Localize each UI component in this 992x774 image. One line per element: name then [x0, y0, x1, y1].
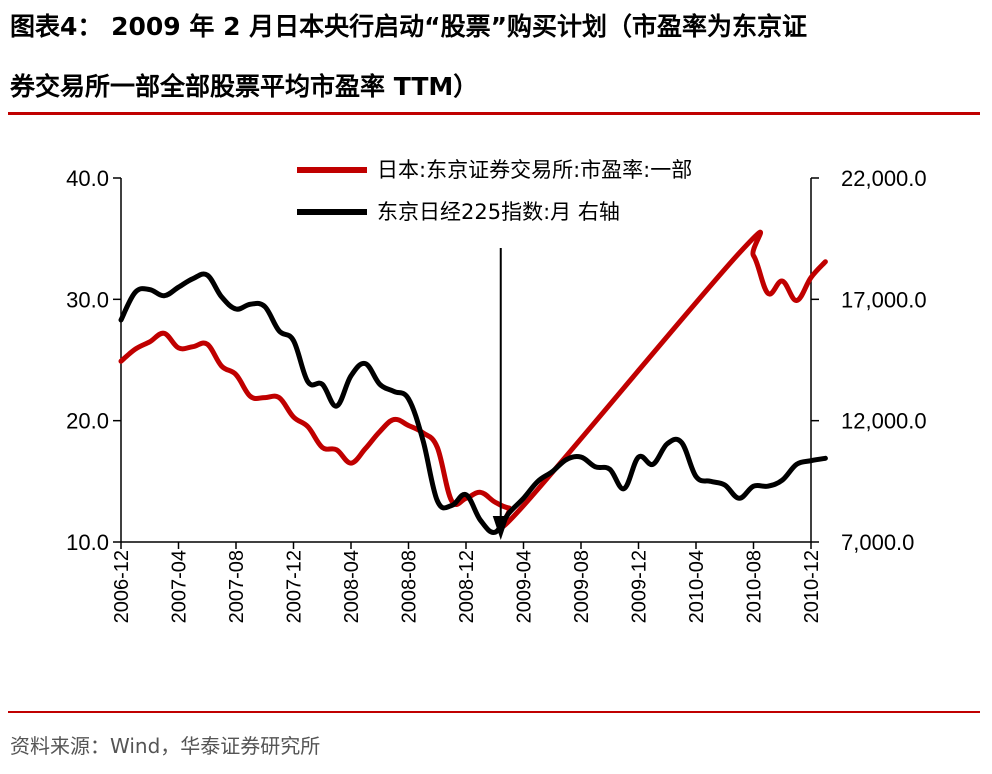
legend-label-nikkei: 东京日经225指数:月 右轴: [377, 200, 620, 224]
legend-label-pe: 日本:东京证券交易所:市盈率:一部: [377, 158, 692, 182]
y-left-tick-label: 10.0: [66, 530, 109, 555]
x-tick-label: 2010-04: [686, 550, 708, 623]
y-left-tick-label: 30.0: [66, 287, 109, 312]
footer-divider: [8, 711, 980, 713]
chart-title-line-1: 图表4： 2009 年 2 月日本央行启动“股票”购买计划（市盈率为东京证: [10, 12, 808, 41]
header-divider: [8, 112, 980, 115]
chart-series: [118, 229, 828, 535]
x-tick-label: 2010-08: [744, 550, 766, 623]
x-tick-label: 2009-04: [514, 550, 536, 623]
x-tick-label: 2007-08: [226, 550, 248, 623]
y-right-tick-label: 12,000.0: [841, 409, 927, 434]
x-tick-label: 2009-08: [571, 550, 593, 623]
chart-annotation: [492, 248, 509, 540]
x-tick-label: 2008-12: [456, 550, 478, 623]
x-tick-label: 2007-04: [169, 550, 191, 623]
y-right-tick-label: 7,000.0: [841, 530, 914, 555]
chart-title-line-2: 券交易所一部全部股票平均市盈率 TTM）: [10, 72, 479, 101]
x-tick-label: 2008-04: [341, 550, 363, 623]
y-right-tick-label: 17,000.0: [841, 287, 927, 312]
chart-legend: 日本:东京证券交易所:市盈率:一部 东京日经225指数:月 右轴: [297, 158, 692, 224]
x-tick-label: 2006-12: [111, 550, 133, 623]
x-tick-label: 2008-08: [399, 550, 421, 623]
x-tick-label: 2010-12: [801, 550, 823, 623]
x-tick-label: 2009-12: [629, 550, 651, 623]
y-left-tick-label: 20.0: [66, 409, 109, 434]
series-line-pe: [118, 229, 828, 530]
chart-axes: [120, 178, 812, 543]
chart-canvas: 10.0 20.0 30.0 40.0 7,000.0 12,000.0 17,000.0 2…: [66, 158, 926, 623]
series-line-nikkei: [118, 271, 828, 535]
annotation-arrow-head: [492, 516, 509, 540]
y-right-tick-label: 22,000.0: [841, 166, 927, 191]
y-left-tick-label: 40.0: [66, 166, 109, 191]
chart-ticks: 10.0 20.0 30.0 40.0 7,000.0 12,000.0 17,000.0 2…: [66, 166, 926, 623]
source-note: 资料来源：Wind，华泰证券研究所: [10, 734, 321, 758]
x-tick-label: 2007-12: [284, 550, 306, 623]
